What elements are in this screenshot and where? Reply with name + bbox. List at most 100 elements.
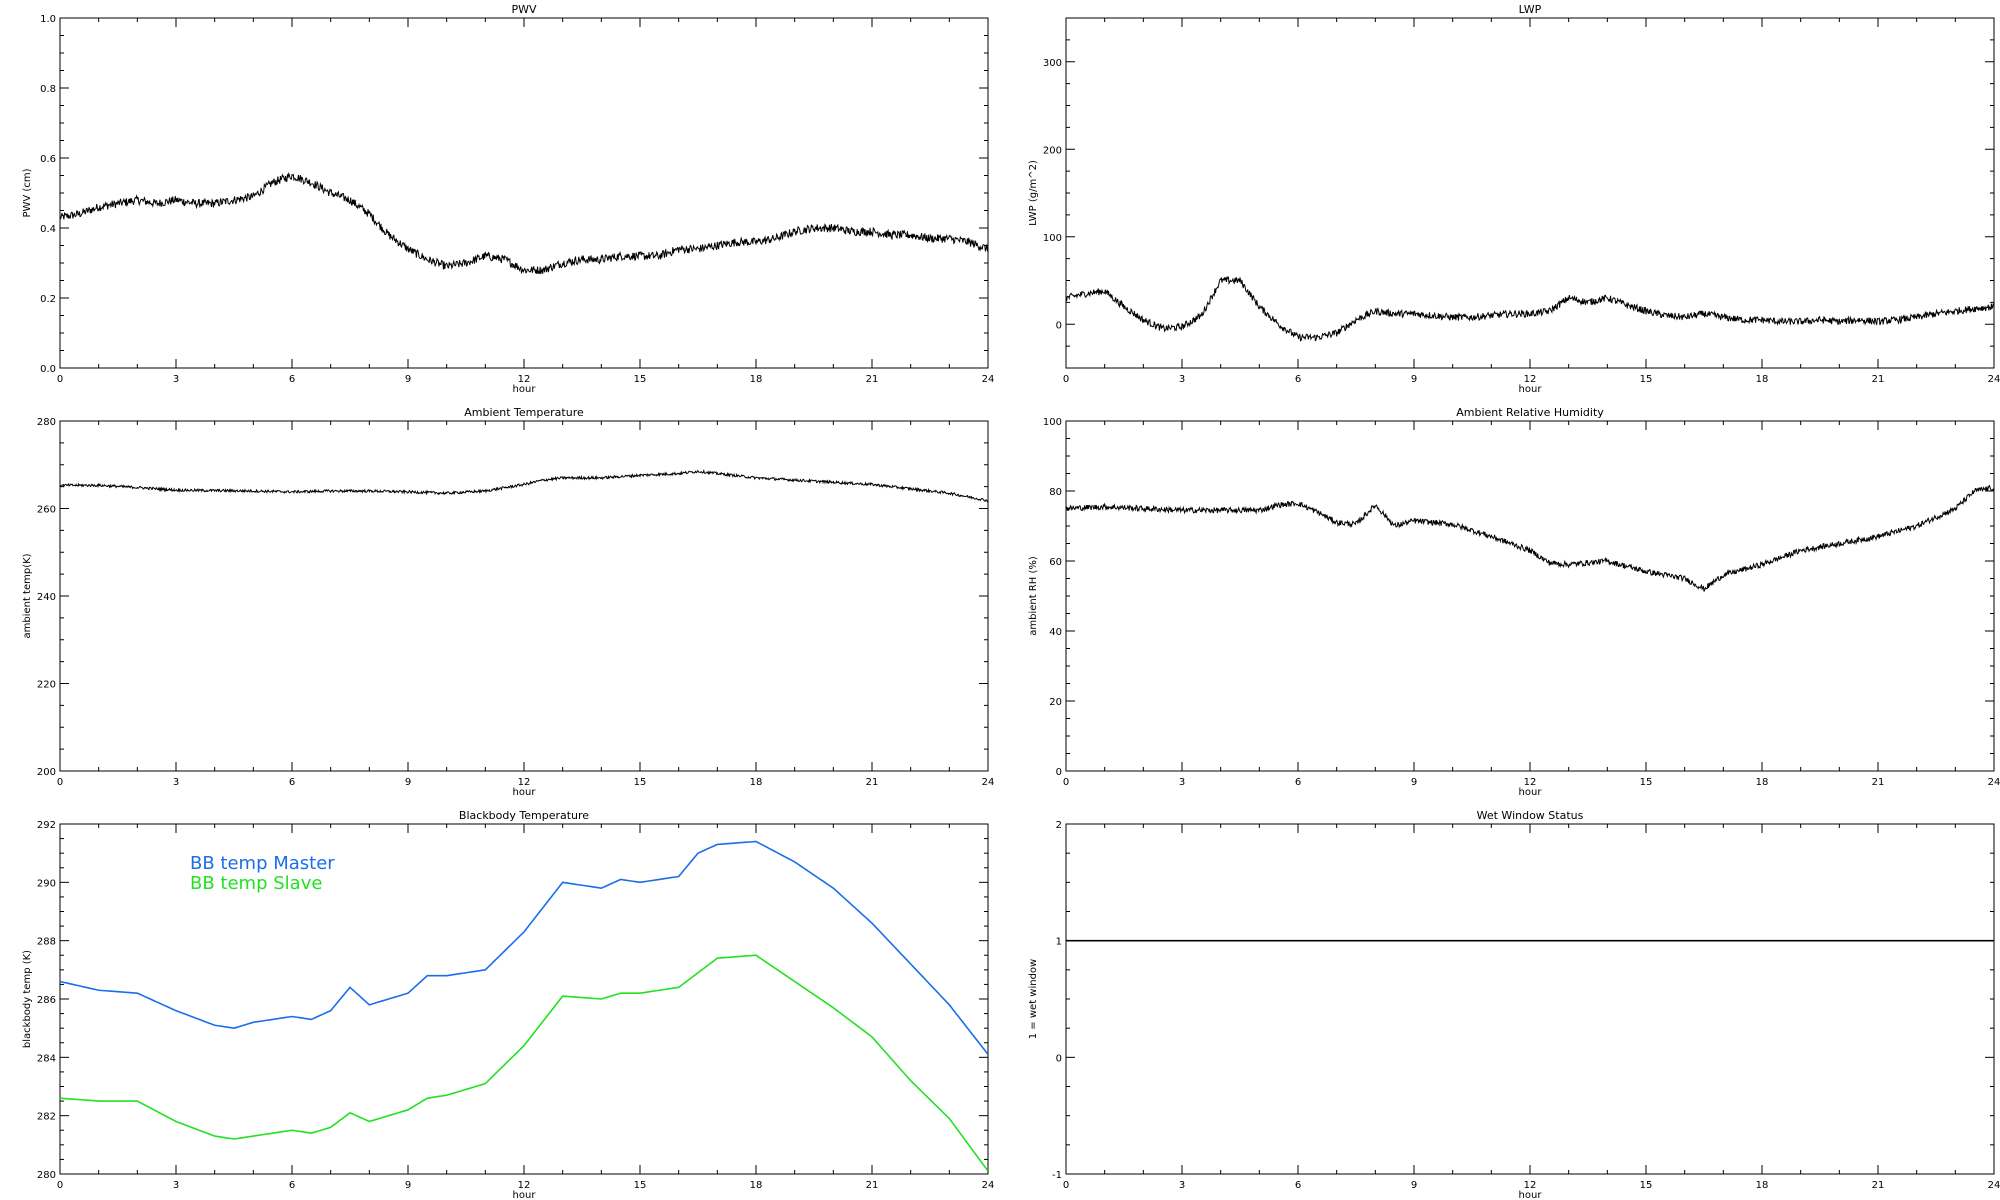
y-tick-label: -1 (1052, 1170, 1062, 1181)
y-tick-label: 0.8 (40, 84, 56, 95)
y-tick-label: 284 (37, 1053, 56, 1064)
y-tick-label: 0.6 (40, 154, 56, 165)
x-tick-label: 18 (1756, 777, 1769, 788)
x-axis-label: hour (513, 384, 537, 395)
y-tick-label: 220 (37, 680, 56, 691)
plot-frame (1065, 823, 1995, 1175)
x-tick-label: 0 (57, 777, 63, 788)
y-tick-label: 200 (1043, 145, 1062, 156)
x-tick-label: 12 (518, 777, 531, 788)
x-tick-label: 9 (1411, 777, 1417, 788)
x-tick-label: 21 (866, 1180, 879, 1191)
x-tick-label: 9 (1411, 1180, 1417, 1191)
x-axis-label: hour (513, 787, 537, 798)
x-tick-label: 12 (1524, 1180, 1537, 1191)
x-axis-label: hour (1519, 384, 1543, 395)
x-tick-label: 6 (289, 777, 295, 788)
y-axis-label: PWV (cm) (22, 168, 33, 217)
x-tick-label: 12 (518, 374, 531, 385)
x-tick-label: 3 (1179, 374, 1185, 385)
x-tick-label: 24 (1988, 374, 2000, 385)
y-tick-label: 200 (37, 767, 56, 778)
x-axis-label: hour (1519, 787, 1543, 798)
y-tick-label: 288 (37, 937, 56, 948)
x-tick-label: 6 (289, 1180, 295, 1191)
y-tick-label: 286 (37, 995, 56, 1006)
series-line-1 (60, 954, 988, 1172)
y-axis-label: ambient RH (%) (1028, 556, 1039, 636)
chart-panel-0: PWV 0 3 6 9 12 15 18 21 24 hour 0.0 0.2 0.4 0.6 0.8 1.0 P… (22, 3, 994, 395)
x-tick-label: 6 (1295, 777, 1301, 788)
x-tick-label: 9 (405, 374, 411, 385)
x-tick-label: 0 (57, 1180, 63, 1191)
x-tick-label: 9 (405, 777, 411, 788)
x-tick-label: 3 (173, 374, 179, 385)
y-tick-label: 0 (1056, 320, 1062, 331)
x-tick-label: 15 (1640, 777, 1653, 788)
chart-panel-2: Ambient Temperature 0 3 6 9 12 15 18 21 24 hour 200… (22, 406, 994, 798)
x-tick-label: 3 (1179, 1180, 1185, 1191)
y-tick-label: 80 (1049, 487, 1062, 498)
x-tick-label: 12 (1524, 374, 1537, 385)
series-line-0 (60, 840, 988, 1055)
y-tick-label: 260 (37, 505, 56, 516)
chart-title: Blackbody Temperature (459, 809, 589, 822)
chart-title: Ambient Temperature (464, 406, 584, 419)
y-axis-label: ambient temp(K) (22, 553, 33, 638)
y-tick-label: 0 (1056, 767, 1062, 778)
x-tick-label: 21 (1872, 374, 1885, 385)
y-tick-label: 100 (1043, 233, 1062, 244)
x-tick-label: 3 (1179, 777, 1185, 788)
x-tick-label: 24 (1988, 1180, 2000, 1191)
series-line-0 (60, 171, 988, 275)
y-tick-label: 2 (1056, 820, 1062, 831)
x-axis-label: hour (1519, 1190, 1543, 1200)
x-tick-label: 21 (1872, 777, 1885, 788)
chart-title: Ambient Relative Humidity (1456, 406, 1604, 419)
x-tick-label: 0 (57, 374, 63, 385)
chart-panel-1: LWP 0 3 6 9 12 15 18 21 24 hour 0 100 200 300 LWP (g/m^… (1028, 3, 2000, 395)
x-tick-label: 24 (982, 777, 995, 788)
y-tick-label: 280 (37, 417, 56, 428)
legend-entry-1: BB temp Slave (190, 873, 322, 894)
y-tick-label: 280 (37, 1170, 56, 1181)
x-tick-label: 9 (1411, 374, 1417, 385)
x-tick-label: 3 (173, 1180, 179, 1191)
y-tick-label: 1.0 (40, 14, 56, 25)
series-line-0 (60, 468, 988, 503)
x-tick-label: 0 (1063, 1180, 1069, 1191)
y-tick-label: 20 (1049, 697, 1062, 708)
x-tick-label: 24 (1988, 777, 2000, 788)
x-tick-label: 6 (289, 374, 295, 385)
x-tick-label: 18 (1756, 374, 1769, 385)
x-tick-label: 18 (750, 777, 763, 788)
y-tick-label: 240 (37, 592, 56, 603)
x-tick-label: 12 (1524, 777, 1537, 788)
y-tick-label: 60 (1049, 557, 1062, 568)
x-tick-label: 6 (1295, 1180, 1301, 1191)
x-tick-label: 15 (1640, 374, 1653, 385)
x-tick-label: 21 (1872, 1180, 1885, 1191)
x-axis-label: hour (513, 1190, 537, 1200)
x-tick-label: 15 (1640, 1180, 1653, 1191)
plot-frame (59, 420, 989, 772)
x-tick-label: 9 (405, 1180, 411, 1191)
chart-panel-4: Blackbody Temperature 0 3 6 9 12 15 18 21 24 hour 2… (22, 809, 994, 1200)
x-tick-label: 24 (982, 1180, 995, 1191)
y-tick-label: 1 (1056, 937, 1062, 948)
series-line-0 (1066, 275, 1994, 342)
x-tick-label: 15 (634, 777, 647, 788)
y-axis-label: blackbody temp (K) (22, 950, 33, 1048)
y-tick-label: 290 (37, 878, 56, 889)
x-tick-label: 15 (634, 374, 647, 385)
x-tick-label: 6 (1295, 374, 1301, 385)
chart-panel-3: Ambient Relative Humidity 0 3 6 9 12 15 18 21 24 h… (1028, 406, 2000, 798)
series-line-0 (1066, 484, 1994, 592)
y-tick-label: 0.0 (40, 364, 56, 375)
legend-entry-0: BB temp Master (190, 853, 335, 874)
x-tick-label: 0 (1063, 374, 1069, 385)
y-tick-label: 282 (37, 1112, 56, 1123)
y-tick-label: 100 (1043, 417, 1062, 428)
